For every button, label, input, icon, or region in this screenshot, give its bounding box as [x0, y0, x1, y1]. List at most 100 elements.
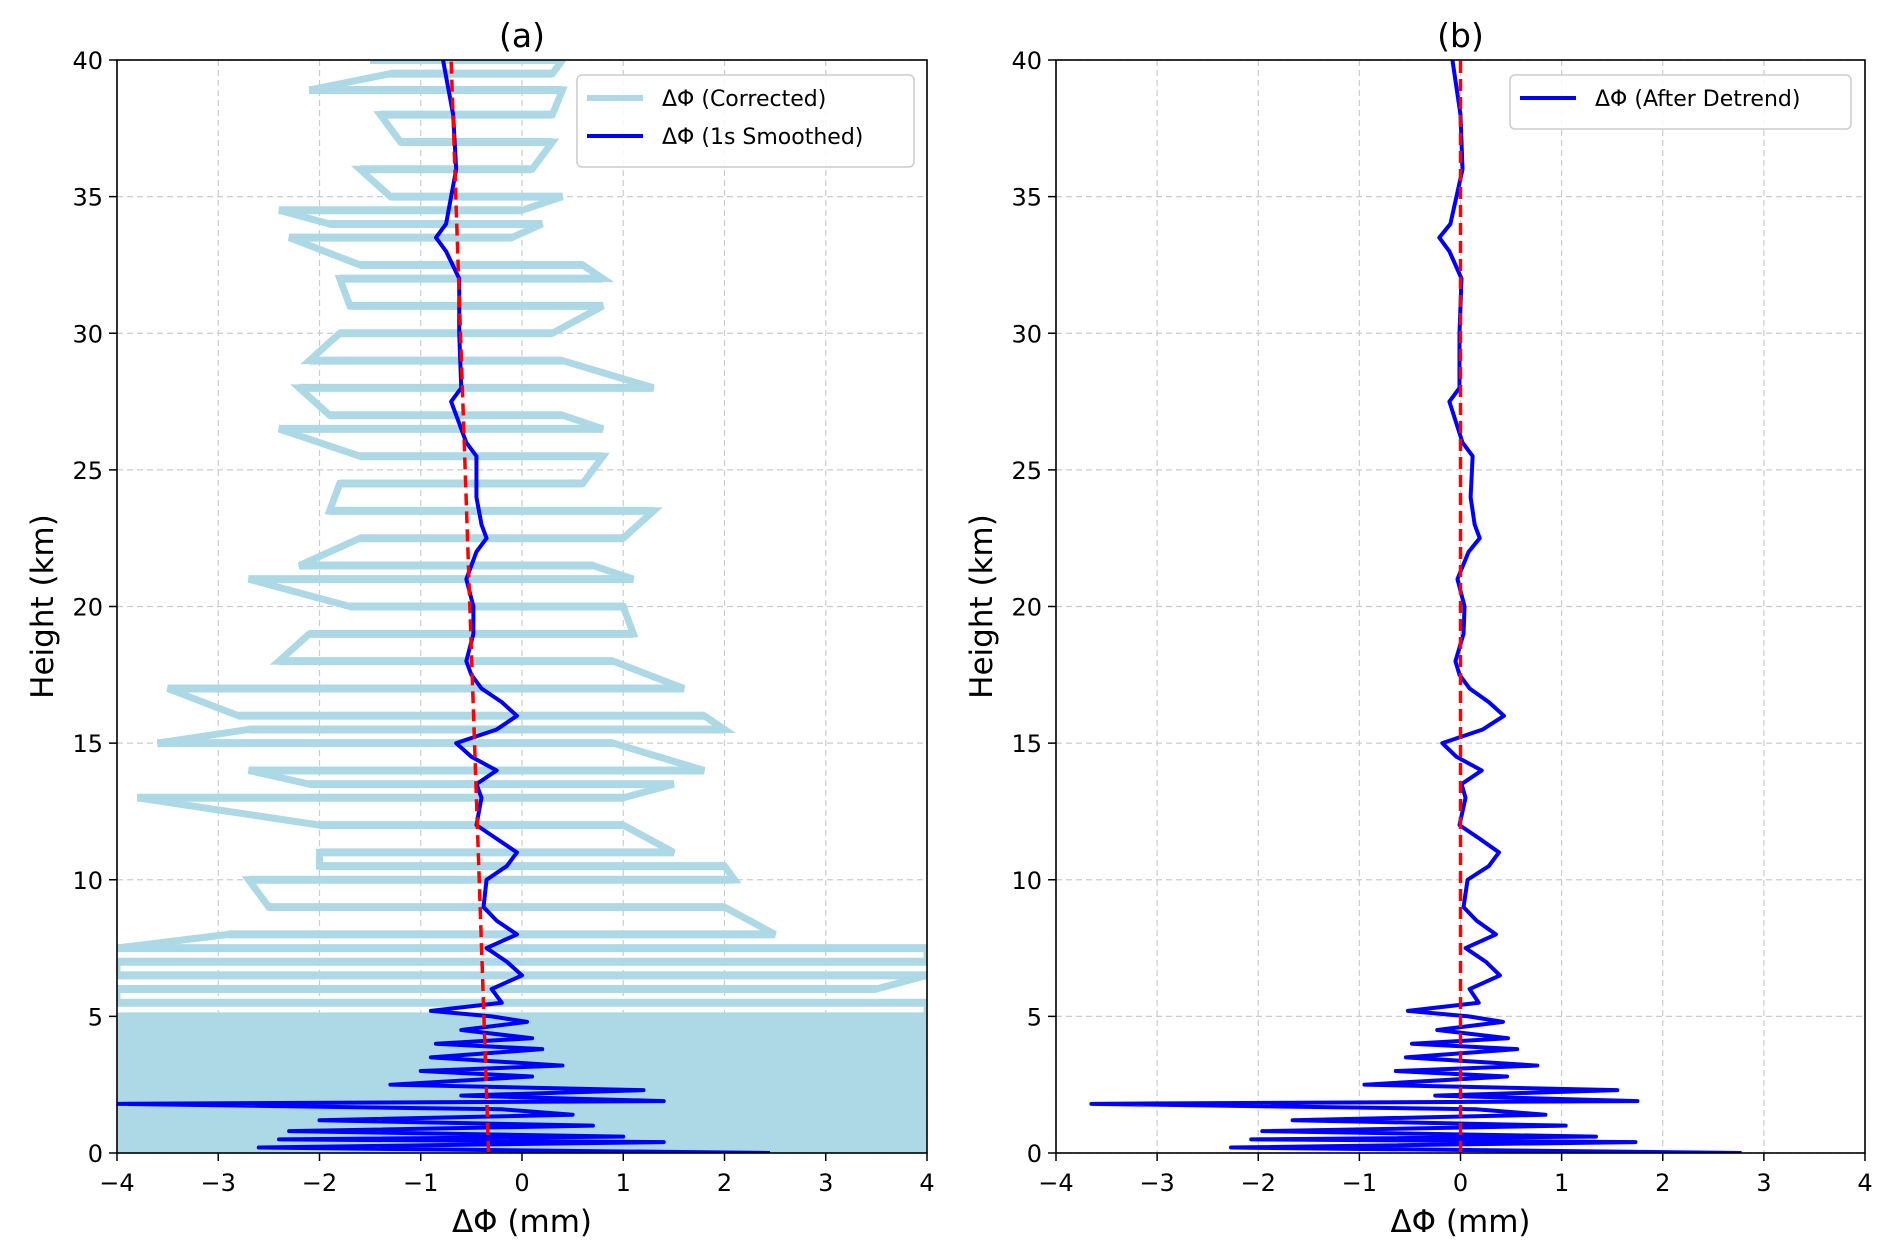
- data-point: [1499, 974, 1501, 976]
- y-tick-label: 15: [1011, 730, 1042, 758]
- data-point: [1462, 442, 1464, 444]
- data-point: [483, 906, 485, 908]
- data-point: [526, 1021, 528, 1023]
- x-tick-label: −4: [1038, 1169, 1073, 1197]
- data-point: [1507, 1037, 1509, 1039]
- legend: ΔΦ (After Detrend): [1509, 74, 1852, 130]
- data-point: [1441, 742, 1443, 744]
- y-tick-label: 25: [72, 457, 103, 485]
- x-tick-label: 0: [514, 1169, 529, 1197]
- data-point: [562, 1065, 563, 1067]
- data-point: [1230, 1147, 1232, 1149]
- data-point: [1448, 250, 1450, 252]
- data-point: [420, 1070, 422, 1072]
- data-point: [1474, 524, 1476, 526]
- smoothed-series-line: [1089, 60, 1742, 1153]
- data-point: [1472, 455, 1474, 457]
- data-point: [1506, 1075, 1508, 1077]
- data-point: [1463, 633, 1465, 635]
- data-point: [472, 606, 474, 607]
- data-point: [1482, 728, 1484, 730]
- data-point: [643, 1089, 644, 1091]
- data-point: [1463, 906, 1465, 908]
- y-tick-label: 25: [1011, 457, 1042, 485]
- data-point: [1455, 756, 1457, 758]
- data-point: [460, 1029, 462, 1031]
- data-point: [1469, 687, 1471, 689]
- data-point: [506, 865, 508, 867]
- data-point: [501, 1002, 503, 1004]
- y-tick-label: 0: [88, 1140, 103, 1168]
- data-point: [1481, 769, 1483, 771]
- x-tick-label: −4: [99, 1169, 134, 1197]
- data-point: [531, 1075, 533, 1077]
- data-point: [531, 1037, 533, 1039]
- x-tick-label: −3: [201, 1169, 236, 1197]
- x-axis-label: ΔΦ (mm): [1390, 1204, 1530, 1240]
- data-point: [1455, 196, 1457, 198]
- data-point: [288, 1130, 290, 1132]
- data-point: [1488, 701, 1490, 703]
- data-point: [1495, 933, 1497, 935]
- y-tick-label: 10: [72, 867, 103, 895]
- data-point: [1616, 1089, 1618, 1091]
- legend-label: ΔΦ (1s Smoothed): [662, 125, 863, 150]
- legend-label: ΔΦ (Corrected): [662, 87, 826, 112]
- smoothed-series-line: [117, 60, 771, 1153]
- data-point: [1465, 797, 1467, 799]
- data-point: [1438, 237, 1440, 239]
- data-point: [1436, 1029, 1438, 1031]
- data-point: [278, 1138, 280, 1140]
- x-tick-label: −1: [1342, 1169, 1377, 1197]
- data-point: [1503, 715, 1505, 717]
- x-tick-label: −2: [1241, 1169, 1276, 1197]
- x-tick-label: 1: [1554, 1169, 1569, 1197]
- data-point: [1250, 1138, 1252, 1140]
- y-tick-label: 30: [72, 320, 103, 348]
- data-point: [521, 974, 523, 976]
- data-point: [1261, 1130, 1263, 1132]
- x-tick-label: 4: [1857, 1169, 1872, 1197]
- data-point: [258, 1147, 260, 1149]
- data-point: [475, 455, 477, 457]
- legend-box: [576, 74, 915, 168]
- data-point: [622, 1136, 624, 1138]
- y-tick-label: 35: [72, 184, 103, 212]
- data-point: [1476, 920, 1478, 922]
- data-point: [541, 1048, 543, 1050]
- data-point: [475, 496, 477, 498]
- data-point: [319, 1119, 320, 1121]
- data-point: [1090, 1103, 1092, 1105]
- data-point: [491, 988, 493, 990]
- data-point: [1434, 1095, 1436, 1097]
- data-point: [501, 701, 503, 703]
- data-point: [496, 769, 498, 771]
- y-tick-label: 0: [1027, 1140, 1042, 1168]
- data-point: [435, 237, 437, 239]
- x-tick-label: 0: [1453, 1169, 1468, 1197]
- data-point: [1636, 1100, 1638, 1102]
- data-point: [592, 1125, 594, 1127]
- data-point: [1595, 1136, 1597, 1138]
- data-point: [472, 633, 474, 635]
- data-point: [430, 1056, 432, 1058]
- data-point: [450, 196, 452, 198]
- x-tick-label: 3: [818, 1169, 833, 1197]
- y-tick-label: 40: [72, 47, 103, 75]
- y-tick-label: 5: [1027, 1003, 1042, 1031]
- data-point: [445, 250, 447, 252]
- x-tick-label: 2: [1655, 1169, 1670, 1197]
- legend-label: ΔΦ (After Detrend): [1595, 87, 1800, 112]
- data-point: [470, 756, 472, 758]
- data-point: [481, 797, 482, 799]
- data-point: [1488, 865, 1490, 867]
- y-tick-label: 40: [1011, 47, 1042, 75]
- data-point: [663, 1141, 665, 1143]
- data-point: [1479, 537, 1481, 539]
- data-point: [1395, 1070, 1397, 1072]
- y-tick-label: 30: [1011, 320, 1042, 348]
- data-point: [450, 401, 452, 403]
- data-point: [1498, 851, 1500, 853]
